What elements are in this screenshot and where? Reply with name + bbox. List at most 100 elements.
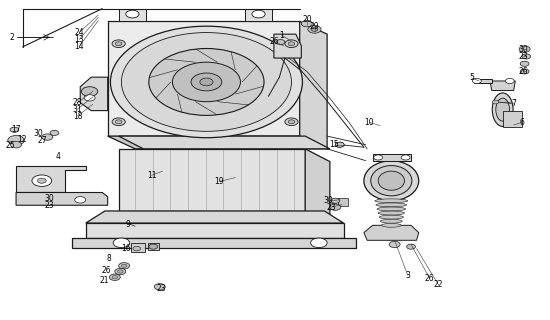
Circle shape [75, 197, 86, 203]
Circle shape [8, 135, 24, 145]
Circle shape [111, 26, 302, 138]
Text: 26: 26 [101, 266, 111, 276]
Circle shape [172, 62, 240, 102]
Ellipse shape [371, 165, 412, 196]
Circle shape [252, 10, 265, 18]
Text: 26: 26 [269, 37, 279, 46]
Text: 30: 30 [44, 194, 54, 204]
Circle shape [200, 78, 213, 86]
Polygon shape [119, 136, 330, 149]
Bar [148, 244, 159, 250]
Polygon shape [373, 154, 411, 161]
Ellipse shape [364, 161, 419, 201]
Circle shape [32, 175, 52, 187]
Circle shape [288, 42, 295, 46]
Polygon shape [245, 9, 272, 21]
Text: 23: 23 [326, 203, 336, 212]
Circle shape [112, 276, 118, 279]
Circle shape [285, 118, 298, 125]
Circle shape [505, 78, 514, 84]
Circle shape [116, 120, 122, 124]
Ellipse shape [376, 203, 406, 207]
Text: 20: 20 [302, 15, 312, 24]
Circle shape [406, 244, 415, 249]
Circle shape [301, 20, 312, 27]
Polygon shape [119, 149, 305, 211]
Circle shape [109, 274, 120, 280]
Polygon shape [474, 79, 492, 83]
Circle shape [149, 244, 158, 249]
Bar [131, 243, 145, 252]
Text: 31: 31 [73, 105, 82, 114]
Text: 22: 22 [434, 280, 443, 289]
Text: 23: 23 [44, 201, 54, 210]
Text: 25: 25 [6, 141, 15, 150]
Polygon shape [86, 223, 344, 238]
Circle shape [311, 238, 327, 248]
Polygon shape [364, 225, 419, 240]
Text: 7: 7 [511, 99, 516, 108]
Text: 21: 21 [99, 276, 108, 285]
Text: 27: 27 [37, 136, 47, 145]
Text: 11: 11 [147, 171, 156, 180]
Text: 13: 13 [74, 35, 84, 44]
Text: 3: 3 [405, 271, 410, 280]
Circle shape [331, 198, 340, 203]
Text: 23: 23 [518, 52, 528, 61]
Circle shape [308, 26, 321, 33]
Text: 5: 5 [469, 73, 474, 82]
Circle shape [10, 127, 19, 132]
Circle shape [133, 246, 141, 251]
Circle shape [522, 54, 531, 59]
Ellipse shape [381, 219, 402, 223]
Circle shape [519, 46, 530, 52]
Circle shape [155, 284, 166, 290]
Ellipse shape [382, 223, 401, 227]
Circle shape [81, 87, 98, 96]
Text: 10: 10 [365, 118, 374, 127]
Polygon shape [119, 9, 146, 21]
Circle shape [112, 118, 125, 125]
Text: 18: 18 [73, 112, 82, 121]
Circle shape [520, 61, 529, 66]
Circle shape [336, 142, 344, 147]
Text: 26: 26 [518, 67, 528, 76]
Circle shape [492, 100, 499, 104]
Circle shape [389, 241, 400, 248]
Text: 9: 9 [125, 220, 130, 229]
Circle shape [116, 42, 122, 46]
Text: 24: 24 [74, 28, 84, 37]
Text: 26: 26 [425, 274, 435, 283]
Text: 1: 1 [279, 31, 284, 40]
Circle shape [118, 270, 123, 273]
Polygon shape [300, 21, 327, 149]
Circle shape [374, 155, 383, 160]
Ellipse shape [378, 171, 404, 190]
Polygon shape [80, 77, 108, 111]
Text: 14: 14 [74, 42, 84, 51]
Text: 23: 23 [156, 284, 166, 292]
Circle shape [336, 142, 344, 147]
Circle shape [115, 268, 126, 275]
Text: 8: 8 [107, 254, 112, 263]
Circle shape [10, 141, 21, 148]
Text: 29: 29 [310, 22, 320, 31]
Circle shape [330, 204, 341, 210]
Ellipse shape [496, 98, 509, 121]
Circle shape [401, 155, 410, 160]
Ellipse shape [377, 207, 405, 211]
Circle shape [276, 40, 285, 45]
Text: 28: 28 [73, 98, 82, 107]
Circle shape [288, 120, 295, 124]
Polygon shape [305, 149, 330, 224]
Circle shape [472, 78, 481, 84]
Text: 15: 15 [329, 140, 339, 149]
Circle shape [149, 49, 264, 116]
Circle shape [37, 178, 46, 183]
Ellipse shape [379, 215, 403, 219]
Text: 17: 17 [11, 125, 21, 134]
Bar [338, 198, 348, 206]
Polygon shape [274, 34, 301, 58]
Text: 16: 16 [121, 244, 130, 253]
Ellipse shape [375, 199, 408, 203]
